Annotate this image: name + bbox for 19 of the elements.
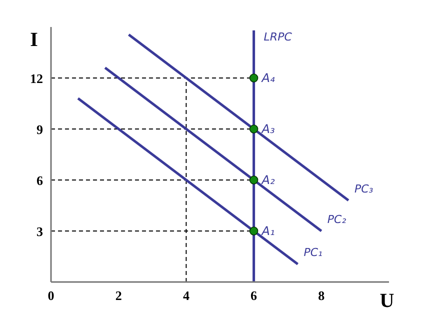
series-label: PC₂ — [327, 213, 347, 226]
y-tick-label: 3 — [36, 224, 44, 239]
x-tick-label: 2 — [115, 288, 122, 303]
data-label: A₃ — [260, 122, 276, 136]
x-tick-label: 6 — [250, 288, 258, 303]
data-label: A₁ — [260, 224, 276, 238]
data-label: A₄ — [260, 71, 276, 85]
series-label: LRPC — [264, 30, 292, 44]
y-tick-label: 12 — [30, 71, 43, 86]
y-tick-label: 6 — [36, 173, 44, 188]
series-label: PC₁ — [304, 246, 322, 260]
x-axis-title: U — [380, 290, 394, 312]
x-tick-label: 8 — [318, 288, 326, 303]
y-axis-title: I — [30, 29, 38, 51]
y-tick-label: 9 — [36, 122, 44, 137]
x-tick-label: 4 — [182, 288, 190, 303]
data-label: A₂ — [260, 173, 276, 187]
series-label: PC₃ — [354, 182, 374, 196]
x-tick-label: 0 — [48, 288, 54, 303]
